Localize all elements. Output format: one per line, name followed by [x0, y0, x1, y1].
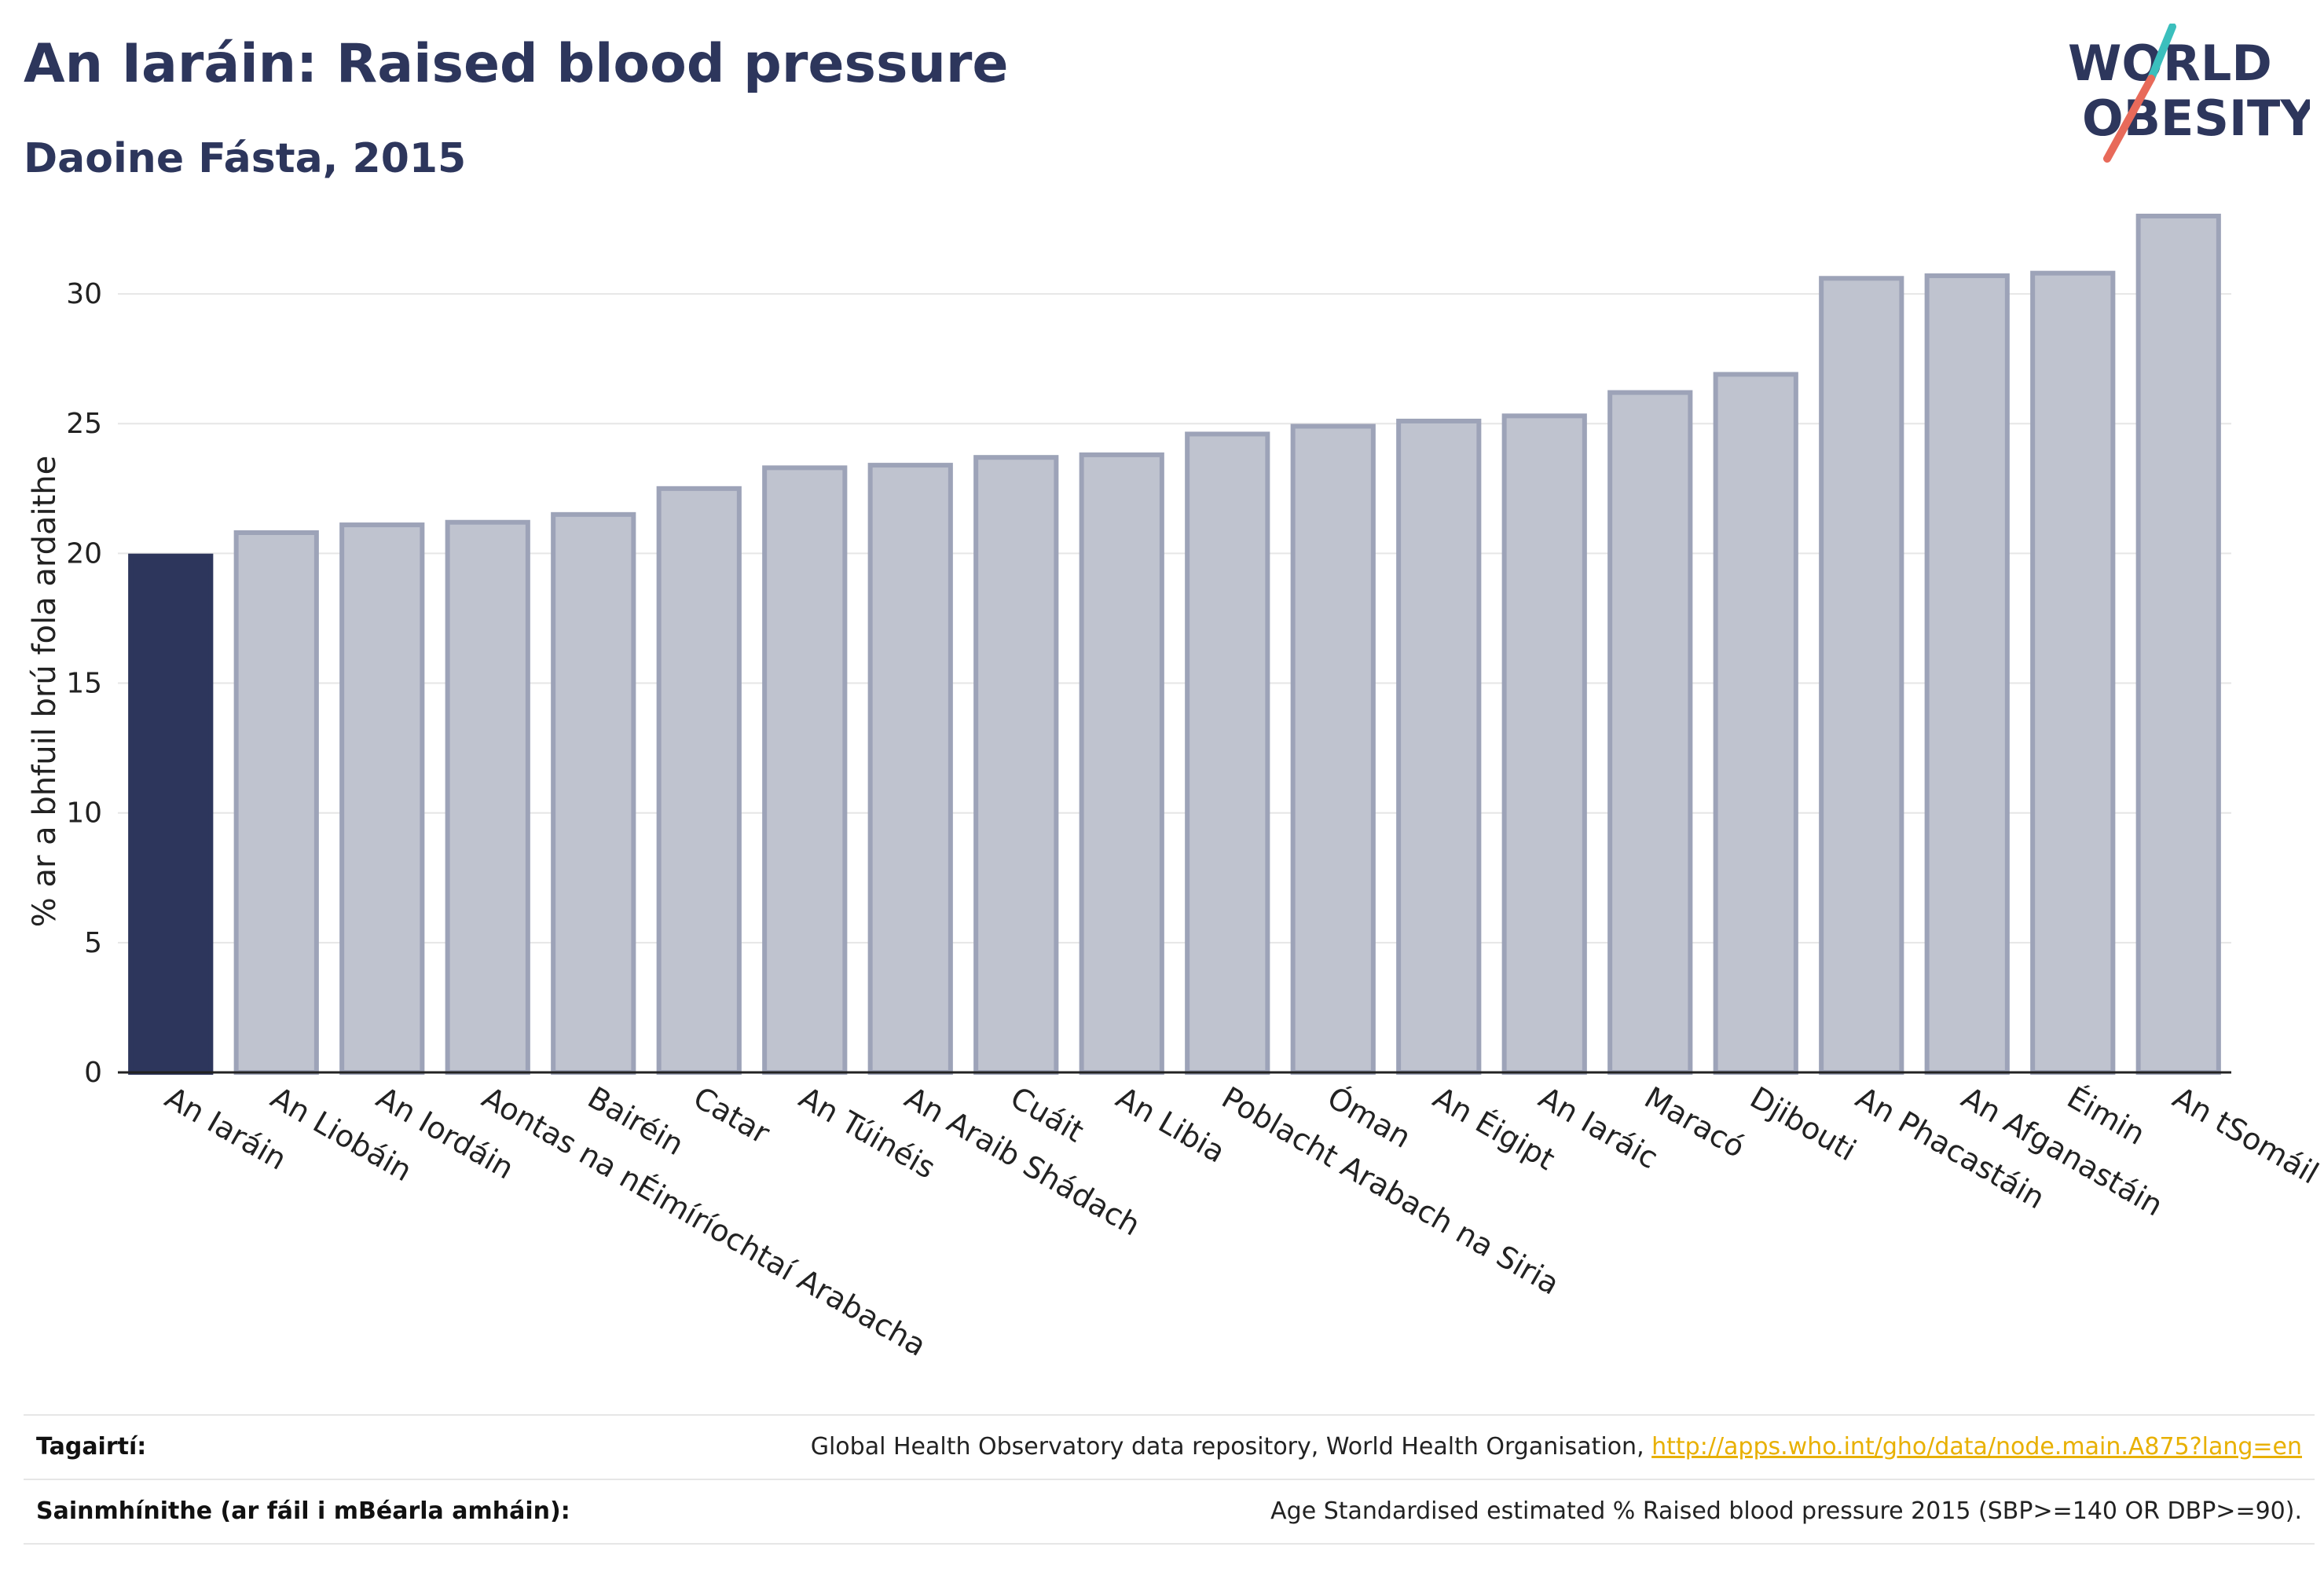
x-tick-label: An Iaráic: [1533, 1080, 1664, 1176]
references-link[interactable]: http://apps.who.int/gho/data/node.main.A…: [1651, 1433, 2302, 1461]
x-tick-label: An Iaráin: [159, 1080, 292, 1177]
x-tick-label: Catar: [687, 1080, 775, 1151]
logo-slash-coral: [2103, 75, 2155, 163]
references-text: Global Health Observatory data repositor…: [810, 1433, 1652, 1461]
bar[interactable]: [233, 530, 319, 1075]
bar[interactable]: [1607, 390, 1693, 1075]
y-tick-label: 15: [66, 668, 102, 700]
bar[interactable]: [2030, 270, 2116, 1075]
bar[interactable]: [973, 455, 1059, 1075]
bar[interactable]: [2135, 214, 2221, 1075]
y-tick-label: 25: [66, 408, 102, 440]
logo-text-world: WORLD: [2068, 35, 2272, 92]
x-tick-label: An Libia: [1110, 1080, 1231, 1170]
x-tick-label: An Éigipt: [1428, 1080, 1561, 1177]
bar[interactable]: [445, 519, 530, 1075]
x-tick-label: An Phacastáin: [1850, 1080, 2051, 1216]
y-tick-label: 20: [66, 537, 102, 570]
bar[interactable]: [1396, 418, 1482, 1075]
bar[interactable]: [1501, 413, 1587, 1075]
y-axis-ticks: 0 5 10 15 20 25 30: [66, 278, 102, 1089]
grid-lines: [118, 293, 2231, 944]
definitions-label: Sainmhínithe (ar fáil i mBéarla amháin):: [36, 1497, 570, 1525]
bar[interactable]: [762, 465, 848, 1075]
definitions-row: Sainmhínithe (ar fáil i mBéarla amháin):…: [24, 1479, 2315, 1545]
chart-title: An Iaráin: Raised blood pressure: [24, 33, 1009, 95]
bar[interactable]: [1713, 372, 1798, 1075]
bar[interactable]: [551, 511, 636, 1075]
bar[interactable]: [1185, 431, 1270, 1075]
y-tick-label: 0: [84, 1057, 102, 1089]
x-tick-label: An tSomáil: [2167, 1080, 2324, 1191]
chart-subtitle: Daoine Fásta, 2015: [24, 135, 467, 182]
logo-slash-teal: [2147, 24, 2176, 82]
references-label: Tagairtí:: [36, 1433, 147, 1461]
world-obesity-logo: WORLD OBESITY: [2068, 24, 2310, 163]
bar[interactable]: [1924, 273, 2010, 1075]
bar[interactable]: [1819, 276, 1904, 1076]
bar[interactable]: [128, 553, 214, 1075]
references-row: Tagairtí: Global Health Observatory data…: [24, 1414, 2315, 1480]
bar[interactable]: [656, 486, 742, 1075]
bars: [128, 214, 2221, 1076]
bar[interactable]: [867, 463, 953, 1075]
bar[interactable]: [339, 522, 425, 1075]
y-tick-label: 10: [66, 797, 102, 830]
references-value: Global Health Observatory data repositor…: [811, 1433, 2302, 1461]
y-tick-label: 30: [66, 278, 102, 310]
x-tick-label: Djibouti: [1744, 1080, 1862, 1168]
definitions-text: Age Standardised estimated % Raised bloo…: [1270, 1497, 2302, 1525]
bar[interactable]: [1290, 423, 1376, 1075]
footer-bottom-rule: [24, 1543, 2315, 1545]
y-axis-label: % ar a bhfuil brú fola ardaithe: [27, 456, 63, 927]
bar[interactable]: [1079, 452, 1164, 1075]
y-tick-label: 5: [84, 927, 102, 959]
